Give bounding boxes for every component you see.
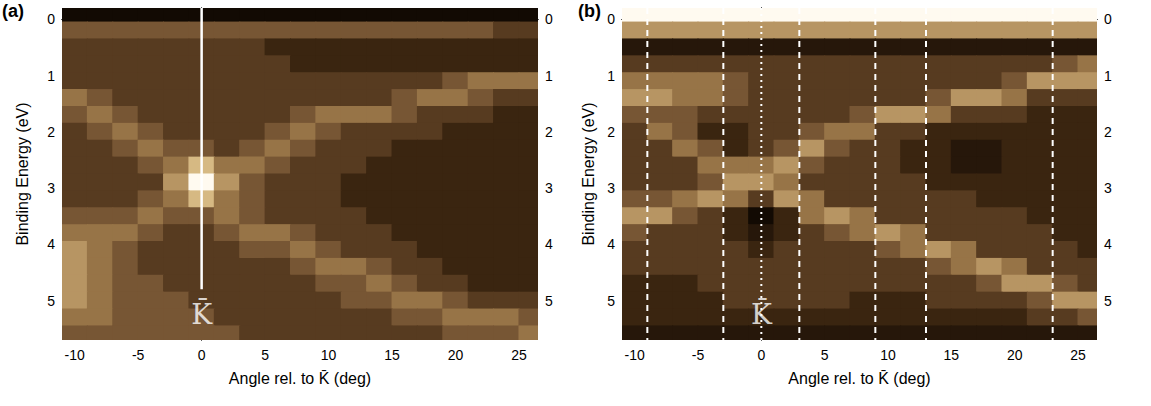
svg-text:20: 20 xyxy=(1007,347,1023,363)
svg-text:25: 25 xyxy=(511,347,527,363)
svg-text:20: 20 xyxy=(448,347,464,363)
svg-text:3: 3 xyxy=(1104,180,1112,196)
svg-text:1: 1 xyxy=(607,68,615,84)
svg-text:2: 2 xyxy=(607,124,615,140)
svg-text:2: 2 xyxy=(1104,124,1112,140)
svg-text:5: 5 xyxy=(545,293,553,309)
svg-text:5: 5 xyxy=(1104,293,1112,309)
svg-text:4: 4 xyxy=(607,236,615,252)
svg-text:0: 0 xyxy=(47,11,55,27)
svg-text:0: 0 xyxy=(198,347,206,363)
svg-text:4: 4 xyxy=(47,236,55,252)
svg-text:2: 2 xyxy=(545,124,553,140)
svg-text:Binding Energy (eV): Binding Energy (eV) xyxy=(14,102,31,245)
svg-text:0: 0 xyxy=(1104,11,1112,27)
svg-text:-10: -10 xyxy=(65,347,85,363)
svg-text:Angle rel. to K̄ (deg): Angle rel. to K̄ (deg) xyxy=(788,370,930,387)
svg-text:1: 1 xyxy=(545,68,553,84)
svg-text:(b): (b) xyxy=(578,1,601,21)
svg-text:5: 5 xyxy=(607,293,615,309)
svg-text:3: 3 xyxy=(545,180,553,196)
svg-text:-5: -5 xyxy=(692,347,705,363)
svg-text:15: 15 xyxy=(944,347,960,363)
svg-text:2: 2 xyxy=(47,124,55,140)
svg-text:10: 10 xyxy=(880,347,896,363)
svg-text:0: 0 xyxy=(607,11,615,27)
svg-text:5: 5 xyxy=(821,347,829,363)
svg-text:0: 0 xyxy=(757,347,765,363)
svg-text:3: 3 xyxy=(47,180,55,196)
svg-text:10: 10 xyxy=(321,347,337,363)
svg-text:4: 4 xyxy=(1104,236,1112,252)
svg-text:0: 0 xyxy=(545,11,553,27)
svg-text:3: 3 xyxy=(607,180,615,196)
svg-text:1: 1 xyxy=(47,68,55,84)
svg-text:Angle rel. to K̄ (deg): Angle rel. to K̄ (deg) xyxy=(229,370,371,387)
svg-text:(a): (a) xyxy=(2,1,24,21)
svg-text:25: 25 xyxy=(1070,347,1086,363)
svg-text:4: 4 xyxy=(545,236,553,252)
svg-text:5: 5 xyxy=(261,347,269,363)
svg-text:-5: -5 xyxy=(132,347,145,363)
svg-text:1: 1 xyxy=(1104,68,1112,84)
svg-text:K̄: K̄ xyxy=(191,297,213,331)
svg-text:5: 5 xyxy=(47,293,55,309)
svg-text:Binding Energy (eV): Binding Energy (eV) xyxy=(580,102,597,245)
svg-text:15: 15 xyxy=(384,347,400,363)
svg-text:K̄: K̄ xyxy=(751,297,773,331)
svg-text:-10: -10 xyxy=(625,347,645,363)
